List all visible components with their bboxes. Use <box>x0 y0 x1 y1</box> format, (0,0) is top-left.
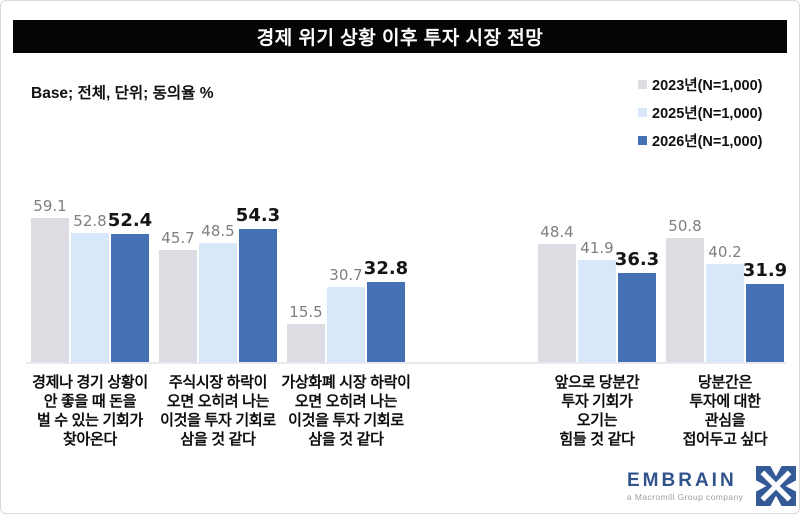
bar-column: 54.3 <box>235 205 281 362</box>
bar-group: 59.1 52.8 52.4 경제나 경기 상황이 안 좋을 때 돈을 벌 수 있는 기회… <box>31 186 153 449</box>
category-label: 경제나 경기 상황이 안 좋을 때 돈을 벌 수 있는 기회가 찾아온다 <box>32 374 148 448</box>
macromill-logo-icon <box>756 466 797 506</box>
embrain-logo-name: EMBRAIN <box>627 469 737 491</box>
value-label-2023년: 50.8 <box>668 216 702 235</box>
category-label: 주식시장 하락이 오면 오히려 나는 이것을 투자 기회로 삼을 것 같다 <box>160 374 276 448</box>
value-label-2026년: 32.8 <box>363 257 409 279</box>
bar-column: 48.4 <box>538 223 576 362</box>
bar-2023년 <box>538 243 576 362</box>
legend-swatch-icon <box>638 80 647 89</box>
bar-column: 52.4 <box>107 209 153 362</box>
legend-swatch-icon <box>638 136 647 145</box>
legend-label: 2023년(N=1,000) <box>652 78 763 94</box>
value-label-2026년: 52.4 <box>107 209 153 231</box>
value-label-2026년: 54.3 <box>235 205 281 227</box>
bar-2025년 <box>71 232 109 362</box>
bar-column: 52.8 <box>71 212 109 362</box>
bar-column: 48.5 <box>199 222 237 362</box>
x-axis-line <box>26 362 786 364</box>
value-label-2025년: 40.2 <box>708 242 742 261</box>
value-label-2023년: 45.7 <box>161 229 195 248</box>
bar-group: 48.4 41.9 36.3 앞으로 당분간 투자 기회가 오기는 힘들 것 같다 <box>538 186 660 449</box>
embrain-logo-tagline: a Macromill Group company <box>627 491 744 502</box>
bar-column: 59.1 <box>31 196 69 362</box>
category-label: 가상화폐 시장 하락이 오면 오히려 나는 이것을 투자 기회로 삼을 것 같다 <box>281 374 411 448</box>
legend-item: 2026년(N=1,000) <box>638 130 762 151</box>
legend-item: 2025년(N=1,000) <box>638 102 762 123</box>
page-title: 경제 위기 상황 이후 투자 시장 전망 <box>13 20 787 53</box>
bar-2025년 <box>199 243 237 362</box>
value-label-2025년: 41.9 <box>580 238 614 257</box>
value-label-2025년: 52.8 <box>73 211 107 230</box>
bar-column: 40.2 <box>706 243 744 362</box>
bar-2026년 <box>111 233 149 362</box>
bar-2026년 <box>618 273 656 362</box>
chart-panel-left: 59.1 52.8 52.4 경제나 경기 상황이 안 좋을 때 돈을 벌 수 있는 기회… <box>31 186 411 449</box>
bars-row: 59.1 52.8 52.4 <box>31 186 153 362</box>
legend-item: 2023년(N=1,000) <box>638 74 762 95</box>
value-label-2023년: 48.4 <box>540 222 574 241</box>
value-label-2026년: 31.9 <box>742 260 788 281</box>
legend-label: 2025년(N=1,000) <box>652 106 763 122</box>
bar-column: 32.8 <box>363 257 409 362</box>
bars-row: 50.8 40.2 31.9 <box>666 186 788 362</box>
bars-row: 48.4 41.9 36.3 <box>538 186 660 362</box>
bar-column: 30.7 <box>327 266 365 362</box>
bar-group: 15.5 30.7 32.8 가상화폐 시장 하락이 오면 오히려 나는 이것을 투자 기… <box>281 186 411 449</box>
category-label: 당분간은 투자에 대한 관심을 접어두고 싶다 <box>682 374 768 448</box>
bars-row: 15.5 30.7 32.8 <box>287 186 409 362</box>
page-title-text: 경제 위기 상황 이후 투자 시장 전망 <box>256 28 544 49</box>
embrain-logo-text: EMBRAIN a Macromill Group company <box>627 469 744 502</box>
value-label-2023년: 59.1 <box>33 196 67 215</box>
bar-column: 45.7 <box>159 229 197 362</box>
bar-group: 50.8 40.2 31.9 당분간은 투자에 대한 관심을 접어두고 싶다 <box>666 186 788 449</box>
value-label-2026년: 36.3 <box>614 249 660 271</box>
bar-2023년 <box>666 237 704 362</box>
chart-legend: 2023년(N=1,000) 2025년(N=1,000) 2026년(N=1,00… <box>638 74 762 151</box>
bar-column: 15.5 <box>287 303 325 362</box>
bar-2026년 <box>746 284 784 362</box>
value-label-2025년: 30.7 <box>329 266 363 284</box>
legend-swatch-icon <box>638 108 647 117</box>
base-note: Base; 전체, 단위; 동의율 % <box>31 85 214 102</box>
embrain-logo: EMBRAIN a Macromill Group company <box>627 466 797 506</box>
chart-panel-right: 48.4 41.9 36.3 앞으로 당분간 투자 기회가 오기는 힘들 것 같다 50.8 4… <box>538 186 788 449</box>
bar-2025년 <box>327 287 365 362</box>
bar-column: 36.3 <box>614 249 660 362</box>
bar-2025년 <box>706 263 744 362</box>
value-label-2025년: 48.5 <box>201 222 235 241</box>
bar-2026년 <box>239 229 277 362</box>
category-label: 앞으로 당분간 투자 기회가 오기는 힘들 것 같다 <box>554 374 640 448</box>
legend-label: 2026년(N=1,000) <box>652 134 763 150</box>
bar-column: 41.9 <box>578 239 616 362</box>
value-label-2023년: 15.5 <box>289 303 323 322</box>
bar-2026년 <box>367 281 405 362</box>
bar-column: 50.8 <box>666 217 704 362</box>
bar-2023년 <box>159 250 197 362</box>
bar-2023년 <box>287 324 325 362</box>
bar-column: 31.9 <box>742 260 788 362</box>
bars-row: 45.7 48.5 54.3 <box>159 186 281 362</box>
bar-group: 45.7 48.5 54.3 주식시장 하락이 오면 오히려 나는 이것을 투자 기회로 삼… <box>159 186 281 449</box>
bar-2023년 <box>31 217 69 362</box>
bar-2025년 <box>578 259 616 362</box>
